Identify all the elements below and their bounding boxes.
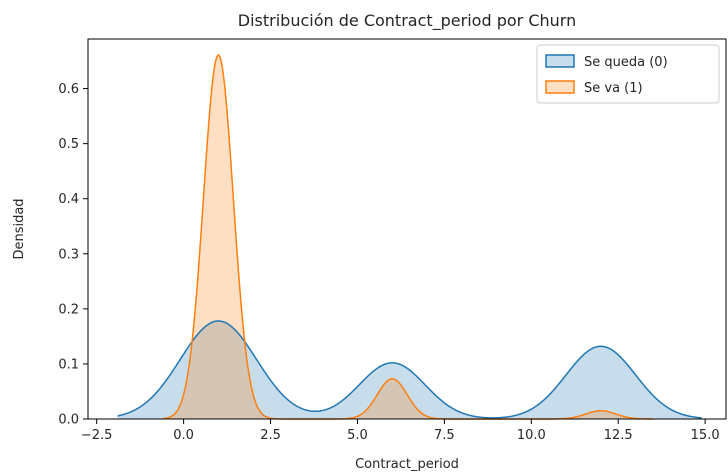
legend-box bbox=[536, 44, 720, 104]
x-axis-label: Contract_period bbox=[355, 457, 459, 472]
chart-title: Distribución de Contract_period por Chur… bbox=[238, 11, 576, 31]
plot-frame bbox=[87, 38, 727, 420]
plot-area bbox=[87, 38, 727, 420]
x-tick-label: 2.5 bbox=[260, 428, 281, 443]
series-areas bbox=[117, 55, 702, 419]
y-tick-label: 0.6 bbox=[58, 82, 79, 97]
x-tick-label: 5.0 bbox=[347, 428, 368, 443]
series-lines bbox=[117, 54, 702, 420]
y-axis: 0.0 0.1 0.2 0.3 0.4 0.5 0.6 bbox=[58, 82, 88, 428]
x-tick-label: −2.5 bbox=[81, 428, 113, 443]
legend-label-se-va: Se va (1) bbox=[584, 81, 643, 96]
y-tick-label: 0.2 bbox=[58, 302, 79, 317]
x-axis: −2.5 0.0 2.5 5.0 7.5 10.0 12.5 15.0 bbox=[81, 419, 720, 443]
y-tick-label: 0.1 bbox=[58, 357, 79, 372]
y-tick-label: 0.0 bbox=[58, 413, 79, 428]
y-tick-label: 0.5 bbox=[58, 137, 79, 152]
legend-label-se-queda: Se queda (0) bbox=[584, 55, 668, 70]
series-area-se-queda-0 bbox=[117, 320, 702, 419]
y-axis-label: Densidad bbox=[12, 198, 27, 259]
x-tick-label: 10.0 bbox=[517, 428, 546, 443]
x-tick-label: 15.0 bbox=[691, 428, 720, 443]
series-line-se-queda-0 bbox=[117, 320, 702, 419]
x-tick-label: 0.0 bbox=[173, 428, 194, 443]
y-tick-label: 0.3 bbox=[58, 247, 79, 262]
x-tick-label: 12.5 bbox=[604, 428, 633, 443]
series-line-se-va-1 bbox=[162, 54, 653, 420]
legend: Se queda (0) Se va (1) bbox=[536, 44, 720, 104]
legend-swatch-se-queda bbox=[545, 54, 575, 68]
y-tick-label: 0.4 bbox=[58, 192, 79, 207]
legend-swatch-se-va bbox=[545, 80, 575, 94]
x-tick-label: 7.5 bbox=[434, 428, 455, 443]
